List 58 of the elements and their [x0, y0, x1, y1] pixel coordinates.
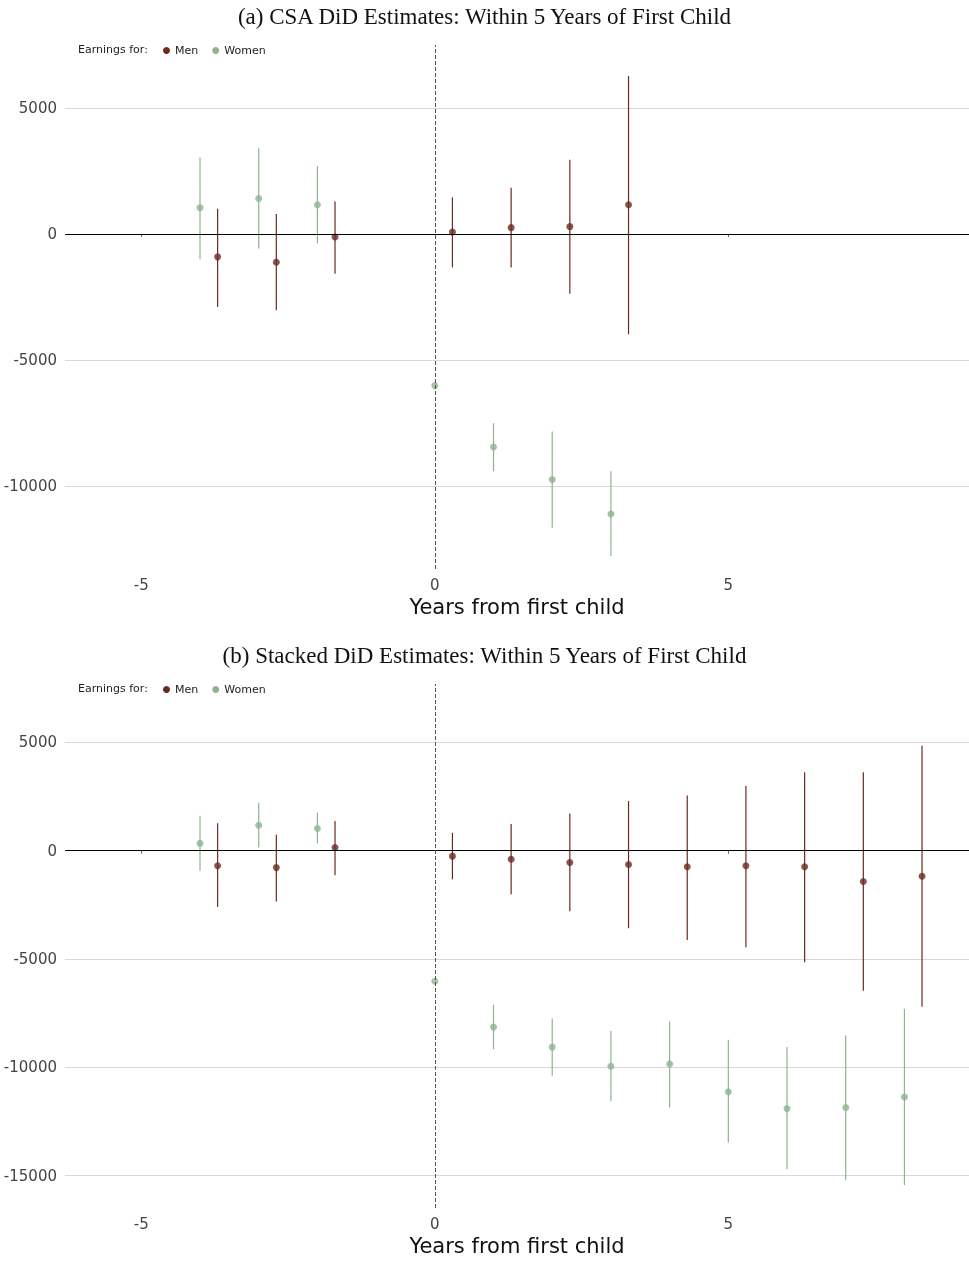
point — [801, 863, 809, 871]
point — [196, 204, 204, 212]
point — [490, 1023, 498, 1031]
point — [196, 839, 204, 847]
legend-title: Earnings for: — [78, 43, 148, 56]
point — [507, 855, 515, 863]
point — [507, 224, 515, 232]
point — [724, 1088, 732, 1096]
x-axis-title: Years from first child — [408, 1234, 625, 1259]
legend-label: Men — [175, 683, 199, 696]
y-tick-label: -5000 — [13, 949, 57, 968]
legend-label: Women — [224, 44, 266, 57]
x-tick-label: 5 — [723, 575, 734, 594]
point — [255, 821, 263, 829]
point — [683, 863, 691, 871]
point — [607, 1062, 615, 1070]
point — [842, 1104, 850, 1112]
point — [490, 443, 498, 451]
y-tick-label: 5000 — [18, 733, 57, 752]
point — [272, 258, 280, 266]
y-tick-label: -10000 — [3, 1058, 57, 1077]
point — [783, 1105, 791, 1113]
y-tick-label: 0 — [47, 224, 57, 243]
point — [331, 843, 339, 851]
y-tick-label: -10000 — [3, 476, 57, 495]
point — [272, 864, 280, 872]
point — [742, 862, 750, 870]
legend-label: Men — [175, 44, 199, 57]
x-tick-label: 0 — [430, 575, 440, 594]
x-tick-label: 5 — [723, 1214, 734, 1233]
chart-title: (b) Stacked DiD Estimates: Within 5 Years of First Child — [222, 643, 747, 668]
point — [448, 852, 456, 860]
point — [313, 824, 321, 832]
y-tick-label: -5000 — [13, 350, 57, 369]
x-tick-label: -5 — [133, 1214, 149, 1233]
point — [566, 223, 574, 231]
point — [255, 194, 263, 202]
point — [625, 201, 633, 209]
chart-title: (a) CSA DiD Estimates: Within 5 Years of First Child — [237, 4, 732, 29]
point — [214, 253, 222, 261]
y-tick-label: -15000 — [3, 1166, 57, 1185]
legend-title: Earnings for: — [78, 682, 148, 695]
point — [214, 862, 222, 870]
point — [548, 1043, 556, 1051]
point — [900, 1093, 908, 1101]
point — [918, 872, 926, 880]
point — [625, 861, 633, 869]
y-tick-label: 5000 — [18, 98, 57, 117]
x-tick-label: -5 — [133, 575, 149, 594]
point — [566, 858, 574, 866]
point — [313, 201, 321, 209]
point — [859, 877, 867, 885]
legend-label: Women — [224, 683, 266, 696]
x-tick-label: 0 — [430, 1214, 440, 1233]
point — [548, 476, 556, 484]
y-tick-label: 0 — [47, 841, 57, 860]
x-axis-title: Years from first child — [408, 595, 625, 620]
point — [666, 1060, 674, 1068]
